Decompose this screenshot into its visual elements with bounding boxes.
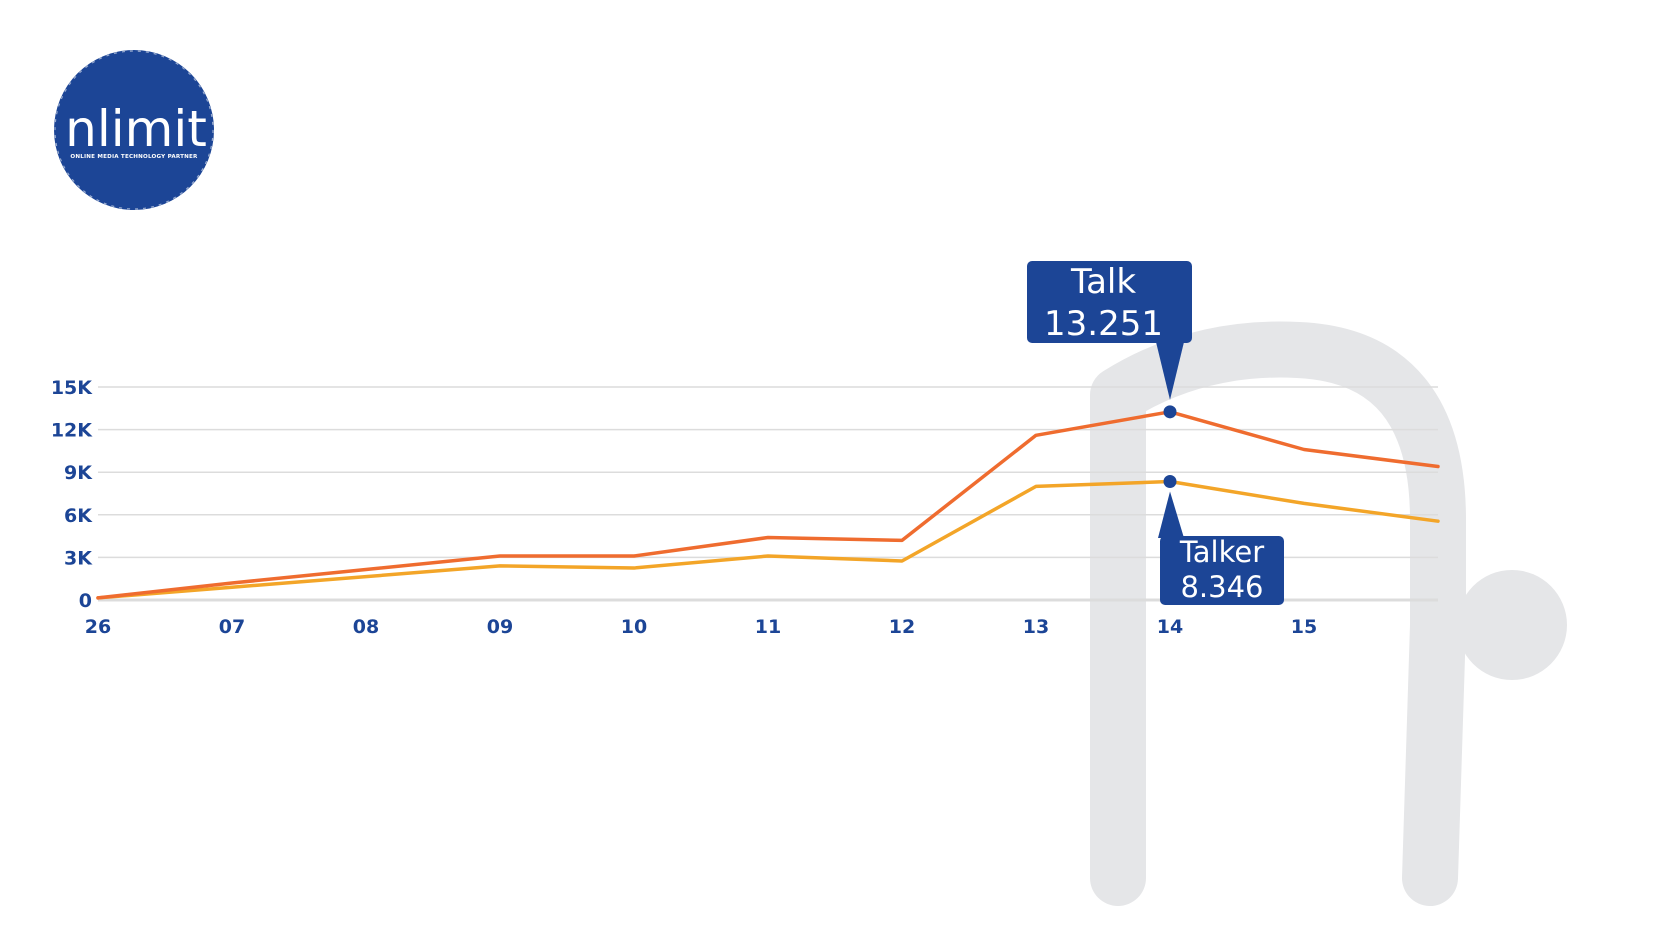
y-tick-label: 0 <box>79 590 92 612</box>
y-axis: 0 3K 6K 9K 12K 15K <box>51 377 93 612</box>
data-point-marker <box>1163 474 1177 488</box>
callout-value: 8.346 <box>1180 570 1263 604</box>
series-line-talk <box>96 410 1440 600</box>
x-tick-label: 12 <box>889 616 915 638</box>
series-line-talker <box>96 479 1440 600</box>
watermark-n-stroke <box>1090 321 1466 906</box>
x-tick-label: 09 <box>487 616 513 638</box>
watermark-n-logo <box>1090 321 1567 906</box>
x-tick-label: 26 <box>85 616 111 638</box>
data-point-marker <box>1163 405 1177 419</box>
y-tick-label: 6K <box>64 505 93 527</box>
callout-box <box>1027 261 1192 343</box>
gridlines <box>98 386 1438 602</box>
callout-box <box>1160 536 1284 605</box>
logo-circle-rough-edge <box>54 50 214 210</box>
y-tick-label: 12K <box>51 420 93 442</box>
y-tick-label: 9K <box>64 462 93 484</box>
x-tick-label: 10 <box>621 616 647 638</box>
nlimit-logo: nlimit ONLINE MEDIA TECHNOLOGY PARTNER <box>54 50 214 210</box>
callout-series-name: Talker <box>1179 535 1264 569</box>
x-tick-label: 15 <box>1291 616 1317 638</box>
logo-tagline: ONLINE MEDIA TECHNOLOGY PARTNER <box>70 154 198 160</box>
callout-pointer <box>1156 342 1184 400</box>
x-tick-label: 07 <box>219 616 245 638</box>
callout-pointer <box>1158 491 1184 538</box>
y-tick-label: 3K <box>64 547 93 569</box>
x-axis: 26 07 08 09 10 11 12 13 14 15 <box>85 616 1317 638</box>
x-tick-label: 08 <box>353 616 379 638</box>
series-lines <box>96 410 1440 600</box>
x-tick-label: 11 <box>755 616 781 638</box>
callout-series-name: Talk <box>1070 262 1136 302</box>
y-tick-label: 15K <box>51 377 93 399</box>
logo-circle <box>54 50 214 210</box>
x-tick-label: 14 <box>1157 616 1183 638</box>
x-tick-label: 13 <box>1023 616 1049 638</box>
callout-value: 13.251 <box>1044 304 1163 344</box>
logo-wordmark: nlimit <box>65 100 207 158</box>
watermark-dot <box>1457 570 1567 680</box>
